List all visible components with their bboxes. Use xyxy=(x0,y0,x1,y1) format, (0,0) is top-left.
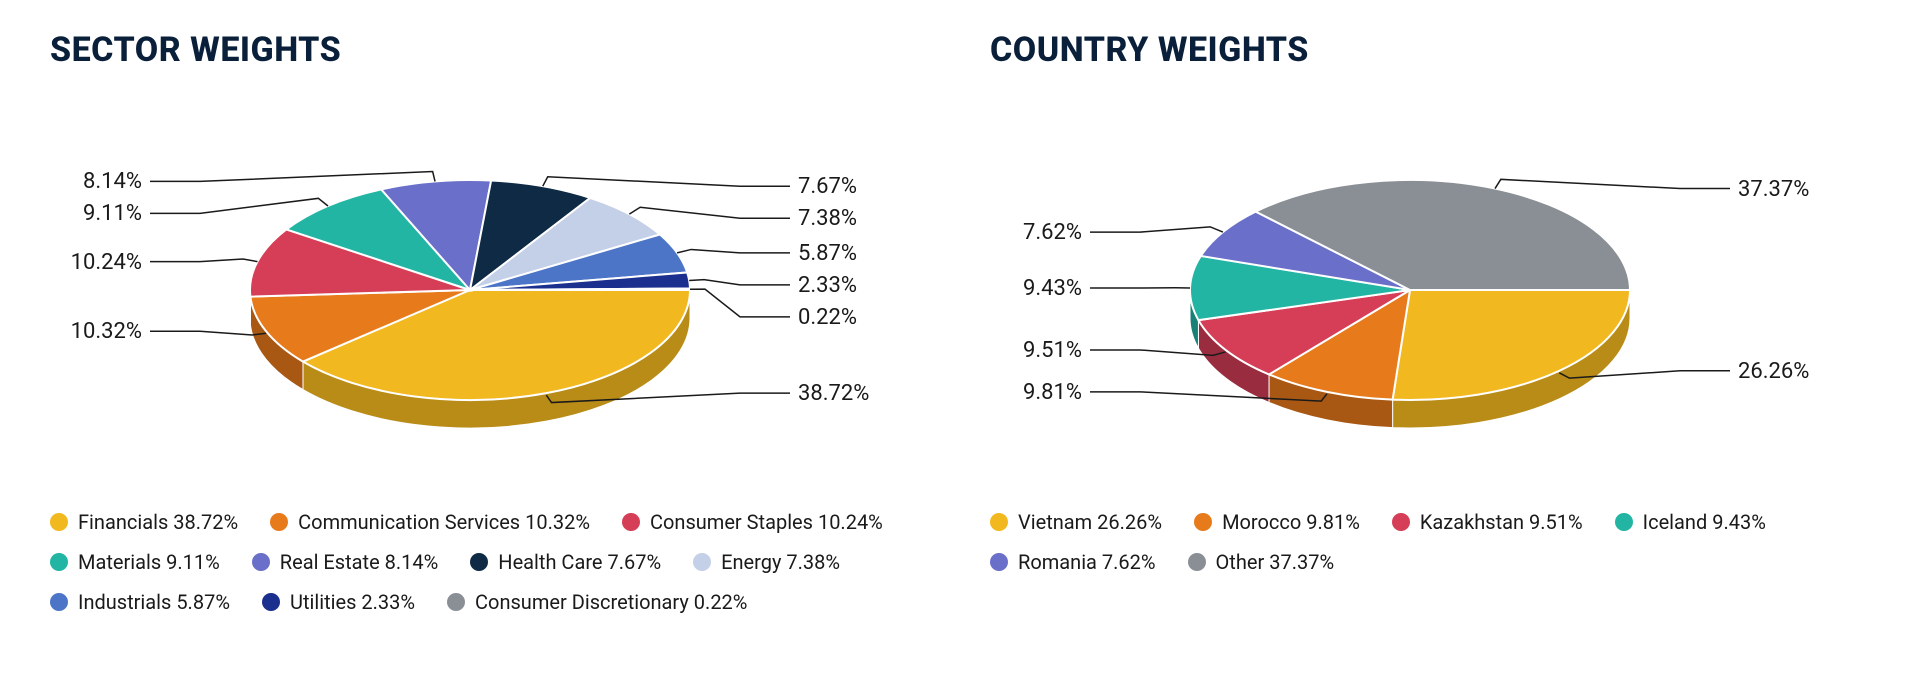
legend-item: Consumer Discretionary 0.22% xyxy=(447,590,747,614)
sector-legend: Financials 38.72% Communication Services … xyxy=(50,510,930,614)
legend-item: Health Care 7.67% xyxy=(470,550,661,574)
legend-label: Real Estate 8.14% xyxy=(280,550,439,574)
legend-item: Industrials 5.87% xyxy=(50,590,230,614)
legend-label: Other 37.37% xyxy=(1216,550,1335,574)
legend-label: Kazakhstan 9.51% xyxy=(1420,510,1583,534)
sector-title: SECTOR WEIGHTS xyxy=(50,30,930,70)
legend-item: Morocco 9.81% xyxy=(1194,510,1360,534)
legend-swatch xyxy=(447,593,465,611)
legend-label: Energy 7.38% xyxy=(721,550,840,574)
sector-pie-chart: 7.67%7.38%5.87%2.33%0.22%38.72%8.14%9.11… xyxy=(50,80,930,500)
legend-swatch xyxy=(1392,513,1410,531)
legend-label: Materials 9.11% xyxy=(78,550,220,574)
legend-swatch xyxy=(1615,513,1633,531)
legend-label: Romania 7.62% xyxy=(1018,550,1156,574)
legend-item: Vietnam 26.26% xyxy=(990,510,1162,534)
legend-label: Consumer Staples 10.24% xyxy=(650,510,883,534)
legend-swatch xyxy=(270,513,288,531)
legend-label: Morocco 9.81% xyxy=(1222,510,1360,534)
legend-item: Financials 38.72% xyxy=(50,510,238,534)
legend-item: Materials 9.11% xyxy=(50,550,220,574)
legend-label: Vietnam 26.26% xyxy=(1018,510,1162,534)
legend-swatch xyxy=(252,553,270,571)
legend-label: Utilities 2.33% xyxy=(290,590,415,614)
country-title: COUNTRY WEIGHTS xyxy=(990,30,1870,70)
legend-item: Communication Services 10.32% xyxy=(270,510,590,534)
legend-item: Kazakhstan 9.51% xyxy=(1392,510,1583,534)
legend-swatch xyxy=(1188,553,1206,571)
legend-swatch xyxy=(470,553,488,571)
legend-label: Communication Services 10.32% xyxy=(298,510,590,534)
legend-swatch xyxy=(990,553,1008,571)
legend-swatch xyxy=(50,513,68,531)
legend-item: Energy 7.38% xyxy=(693,550,840,574)
legend-label: Health Care 7.67% xyxy=(498,550,661,574)
legend-swatch xyxy=(50,593,68,611)
legend-item: Utilities 2.33% xyxy=(262,590,415,614)
country-legend: Vietnam 26.26% Morocco 9.81% Kazakhstan 9.… xyxy=(990,510,1870,574)
legend-swatch xyxy=(262,593,280,611)
legend-item: Romania 7.62% xyxy=(990,550,1156,574)
legend-item: Real Estate 8.14% xyxy=(252,550,439,574)
legend-item: Consumer Staples 10.24% xyxy=(622,510,883,534)
legend-swatch xyxy=(990,513,1008,531)
legend-swatch xyxy=(50,553,68,571)
legend-item: Other 37.37% xyxy=(1188,550,1335,574)
legend-label: Financials 38.72% xyxy=(78,510,238,534)
pie-slice xyxy=(1393,290,1630,400)
legend-swatch xyxy=(693,553,711,571)
country-pie-chart: 37.37%26.26%7.62%9.43%9.51%9.81% xyxy=(990,80,1870,500)
legend-swatch xyxy=(1194,513,1212,531)
legend-label: Consumer Discretionary 0.22% xyxy=(475,590,747,614)
country-panel: COUNTRY WEIGHTS 37.37%26.26%7.62%9.43%9.… xyxy=(990,30,1870,657)
sector-panel: SECTOR WEIGHTS 7.67%7.38%5.87%2.33%0.22%… xyxy=(50,30,930,657)
legend-label: Iceland 9.43% xyxy=(1643,510,1766,534)
legend-item: Iceland 9.43% xyxy=(1615,510,1766,534)
legend-label: Industrials 5.87% xyxy=(78,590,230,614)
legend-swatch xyxy=(622,513,640,531)
